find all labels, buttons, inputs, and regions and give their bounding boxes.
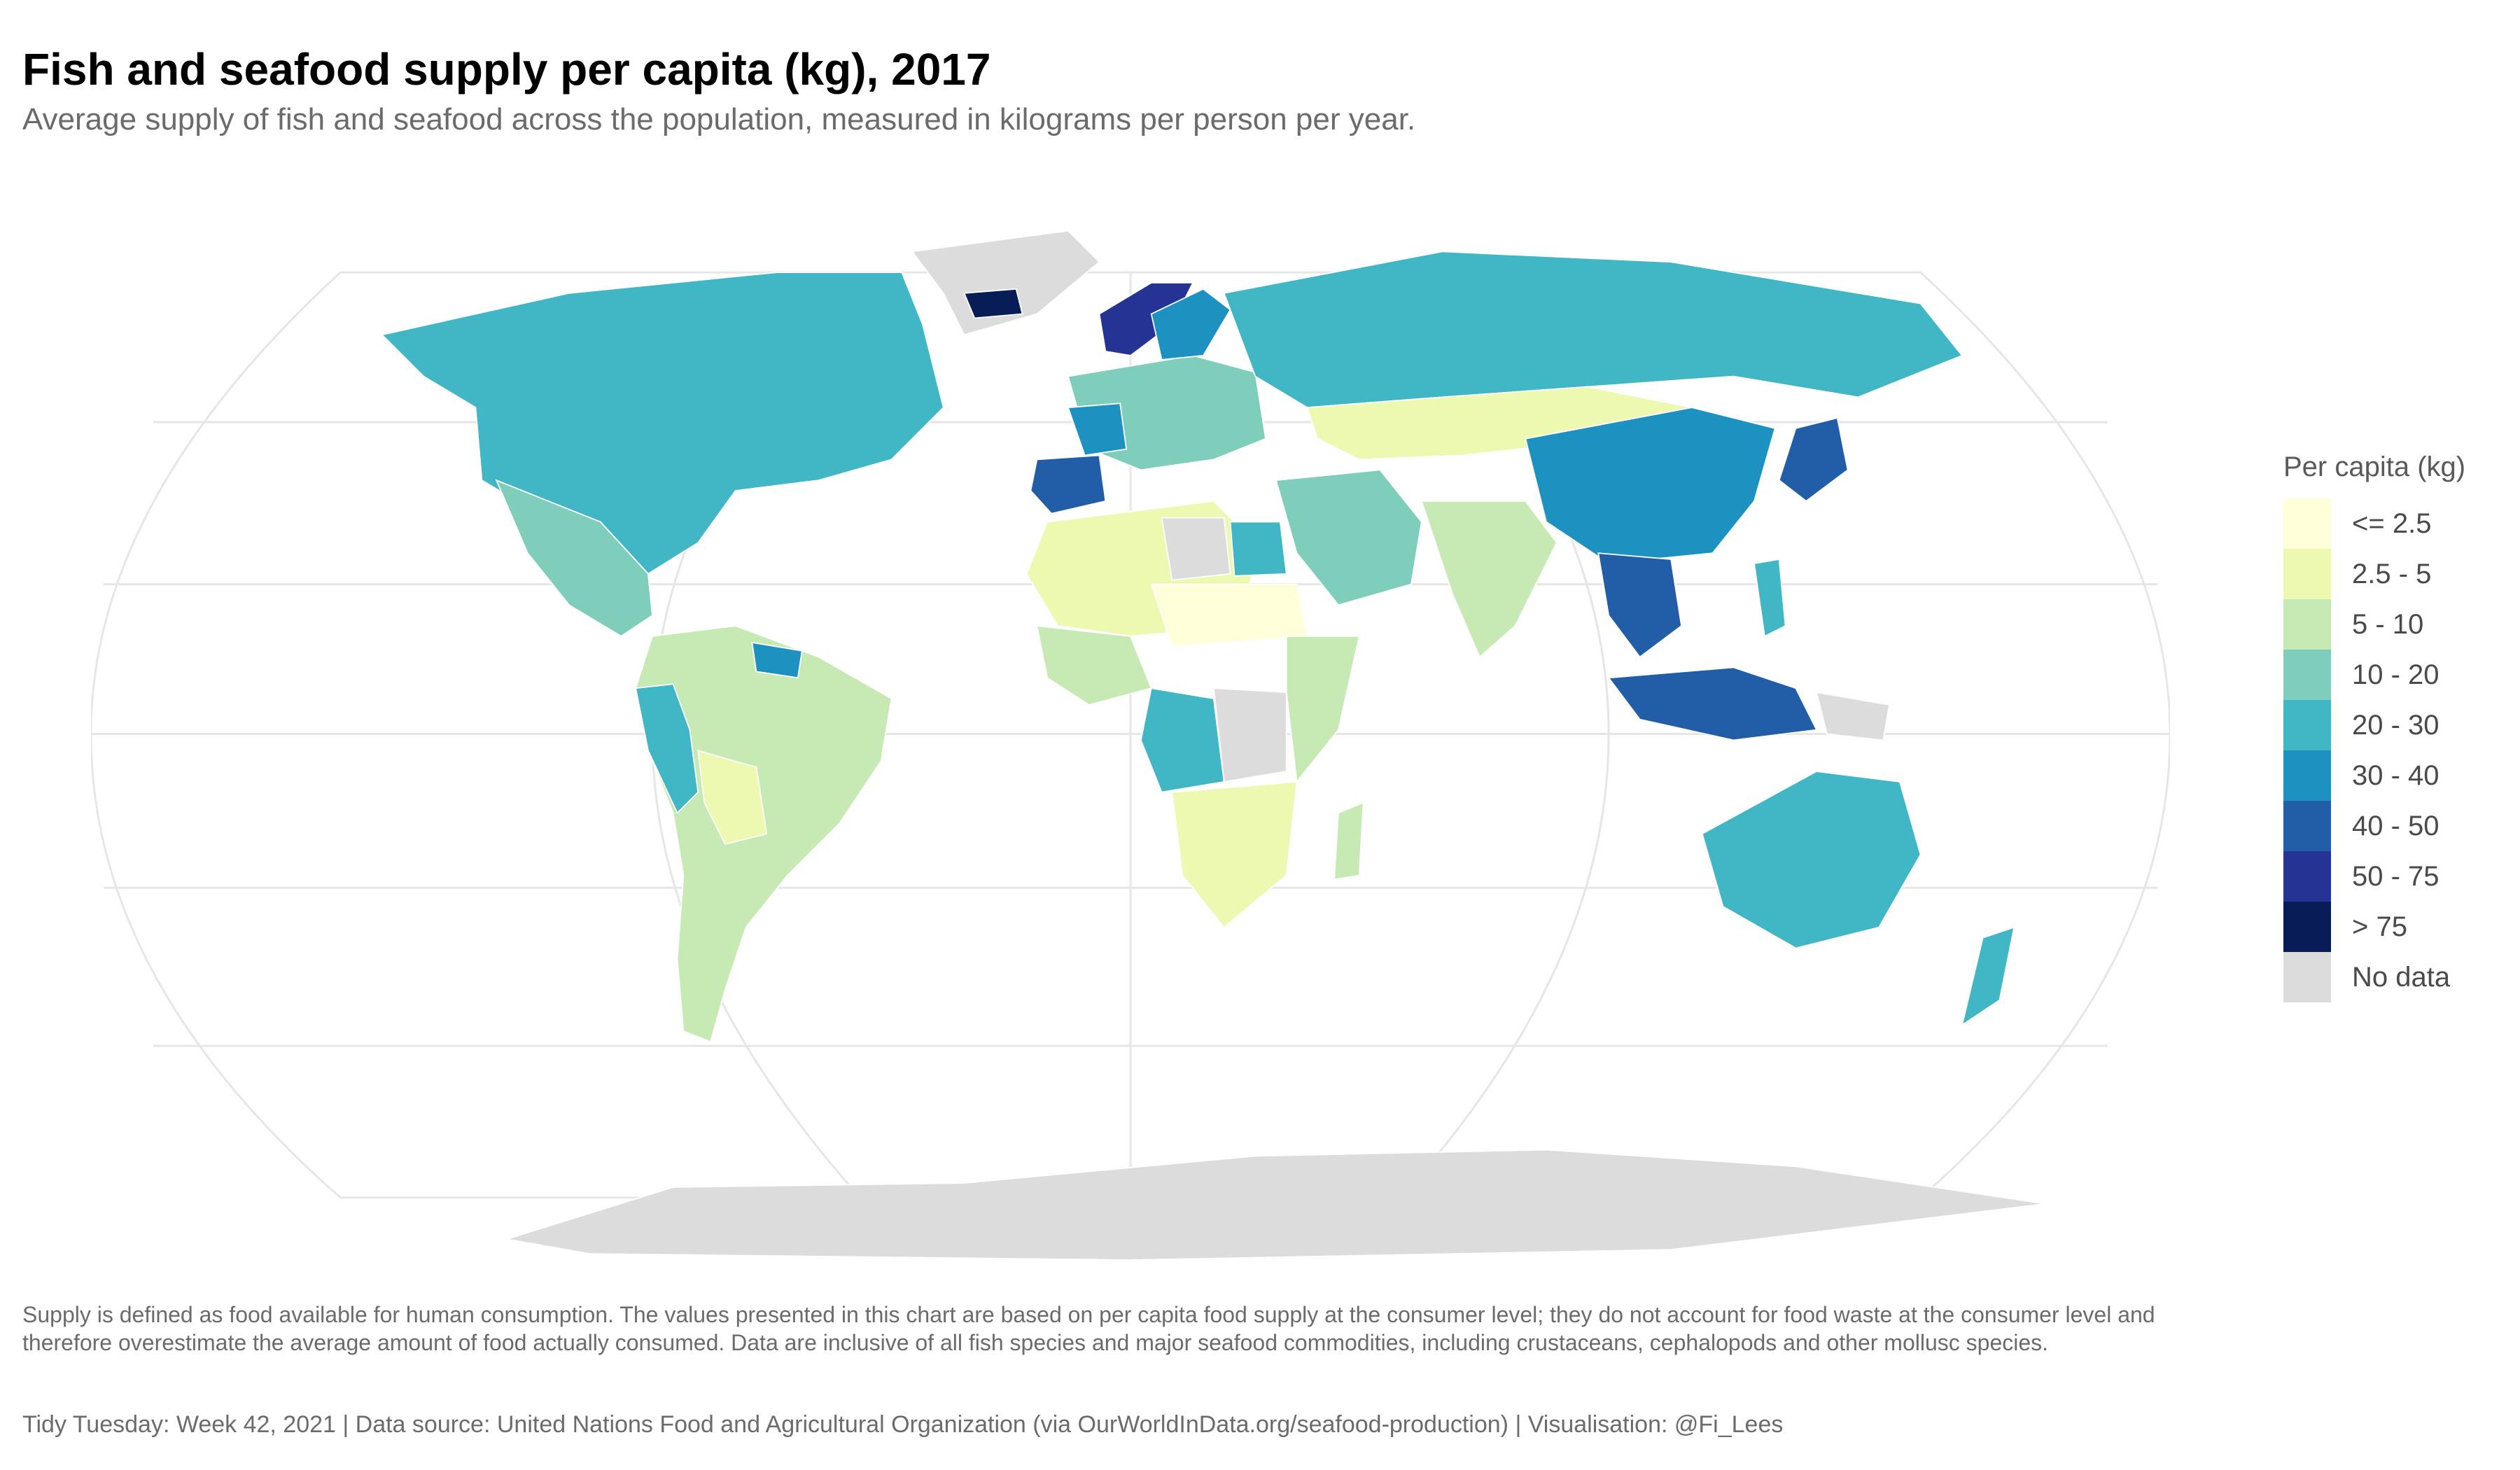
chart-title: Fish and seafood supply per capita (kg),…	[22, 44, 991, 94]
chart-subtitle: Average supply of fish and seafood acros…	[22, 102, 1416, 136]
region-southern-africa: Southern Africa	[1171, 780, 1298, 929]
legend-label: 5 - 10	[2352, 608, 2424, 640]
region-china: China	[1525, 407, 1776, 564]
region-egypt: Egypt	[1229, 521, 1287, 577]
legend-swatch	[2283, 650, 2331, 700]
region-new-zealand: New Zealand	[1961, 926, 2015, 1027]
region-middle-east: Middle East	[1275, 469, 1422, 606]
region-central-africa: Central Africa	[1140, 687, 1225, 793]
legend-item: 5 - 10	[2283, 599, 2507, 650]
legend-swatch	[2283, 599, 2331, 650]
legend-item: <= 2.5	[2283, 498, 2507, 549]
legend-label: <= 2.5	[2352, 507, 2432, 539]
region-central-america: Mexico / Central America	[495, 479, 653, 637]
legend-swatch	[2283, 750, 2331, 801]
region-bolivia-paraguay: Bolivia / Paraguay	[697, 750, 768, 845]
region-indonesia: Indonesia	[1607, 666, 1818, 741]
legend-label: 20 - 30	[2352, 709, 2440, 741]
region-south-asia: South Asia	[1420, 500, 1558, 659]
region-antarctica: Antarctica	[506, 1149, 2045, 1260]
region-france: France	[1067, 402, 1128, 456]
legend-item: > 75	[2283, 902, 2507, 952]
region-southeast-asia: Southeast Asia	[1597, 552, 1683, 658]
legend-swatch	[2283, 801, 2331, 851]
region-japan-korea: Japan / Korea	[1778, 416, 1849, 502]
legend-label: > 75	[2352, 911, 2407, 942]
region-papua: Papua New Guinea	[1815, 691, 1891, 741]
legend-title: Per capita (kg)	[2283, 451, 2466, 482]
region-peru-ecuador: Peru / Ecuador	[635, 683, 699, 814]
legend-item: 10 - 20	[2283, 650, 2507, 700]
legend-label: No data	[2352, 961, 2451, 993]
legend-item: 2.5 - 5	[2283, 549, 2507, 599]
region-guianas: Guianas	[751, 641, 803, 679]
region-libya: Libya	[1161, 517, 1231, 581]
region-iceland: Iceland	[963, 288, 1023, 319]
region-west-africa: West Africa	[1036, 625, 1152, 706]
legend-items: <= 2.5 2.5 - 5 5 - 10 10 - 20 20 - 30 30 - 40…	[2283, 498, 2507, 1002]
legend-item: 20 - 30	[2283, 700, 2507, 750]
region-greenland: Greenland	[911, 230, 1100, 336]
legend: Per capita (kg) <= 2.5 2.5 - 5 5 - 10 10 - …	[2283, 451, 2507, 1002]
legend-swatch	[2283, 549, 2331, 599]
region-iberia: Spain / Portugal	[1030, 454, 1107, 514]
legend-item: 50 - 75	[2283, 851, 2507, 902]
legend-swatch	[2283, 902, 2331, 952]
legend-label: 10 - 20	[2352, 659, 2440, 690]
region-russia: Russia	[1223, 251, 1963, 409]
legend-swatch	[2283, 700, 2331, 750]
country-shapes: North America (Canada, USA) Greenland Me…	[381, 230, 2045, 1260]
legend-item: 40 - 50	[2283, 801, 2507, 851]
world-map-svg: North America (Canada, USA) Greenland Me…	[91, 230, 2170, 1260]
footnote: Supply is defined as food available for …	[22, 1302, 2155, 1355]
legend-label: 50 - 75	[2352, 860, 2440, 892]
legend-swatch	[2283, 851, 2331, 902]
legend-label: 2.5 - 5	[2352, 558, 2432, 589]
legend-swatch	[2283, 498, 2331, 549]
legend-item: No data	[2283, 952, 2507, 1002]
world-map: North America (Canada, USA) Greenland Me…	[91, 210, 2170, 1260]
legend-item: 30 - 40	[2283, 750, 2507, 801]
source-caption: Tidy Tuesday: Week 42, 2021 | Data sourc…	[22, 1411, 1784, 1438]
legend-label: 30 - 40	[2352, 760, 2440, 791]
region-philippines: Philippines	[1753, 558, 1786, 638]
region-sahel: Sahel	[1150, 583, 1308, 648]
legend-swatch	[2283, 952, 2331, 1002]
region-dr-congo: DR Congo	[1212, 687, 1287, 783]
region-sweden-finland: Sweden / Finland	[1150, 288, 1231, 360]
region-madagascar: Madagascar	[1334, 802, 1364, 881]
region-australia: Australia	[1701, 771, 1921, 949]
legend-label: 40 - 50	[2352, 810, 2440, 841]
region-east-africa: East Africa	[1285, 636, 1360, 784]
